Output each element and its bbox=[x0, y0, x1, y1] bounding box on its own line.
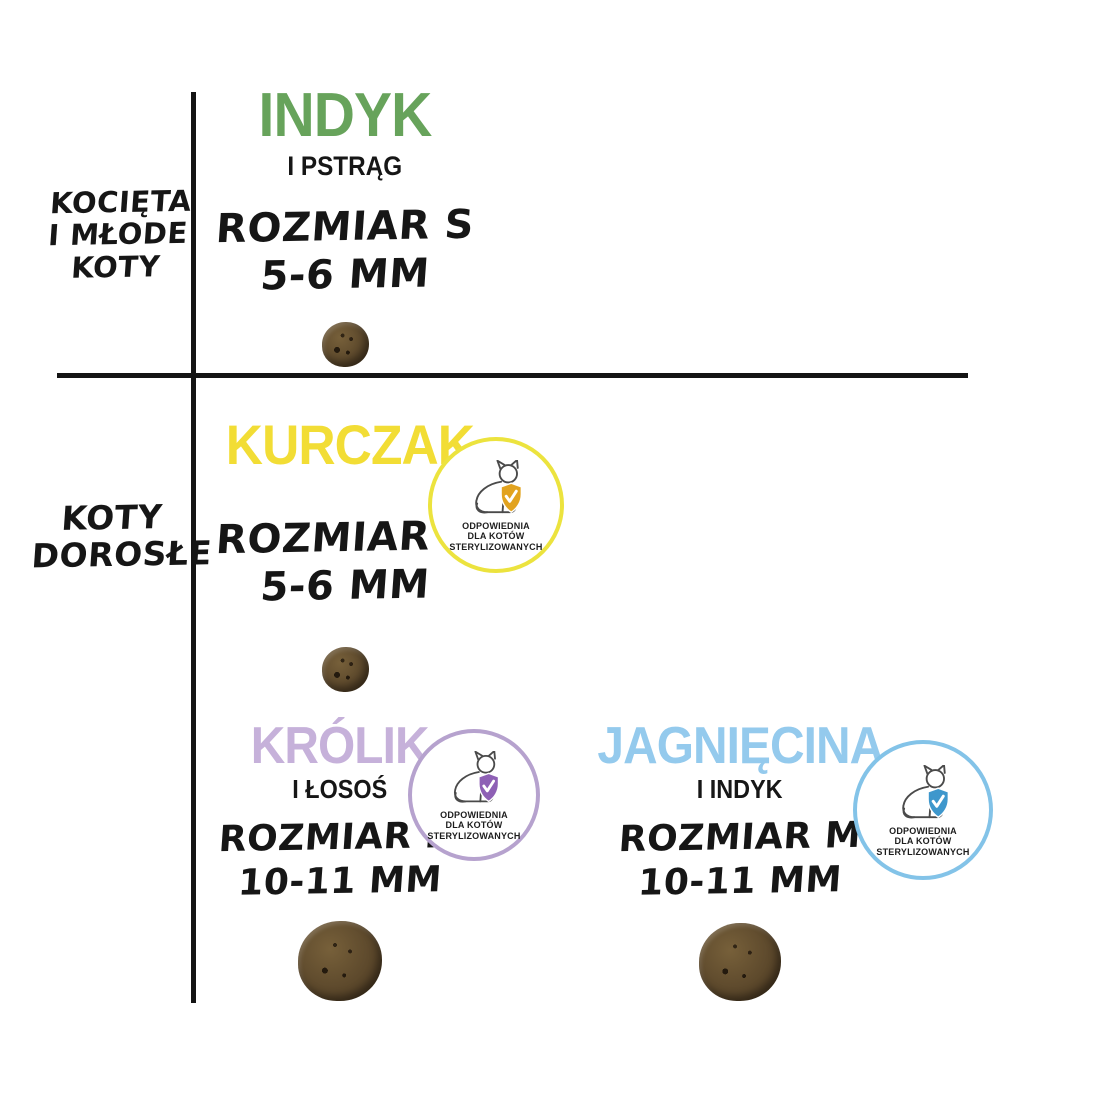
product-subtitle-turkey: I INDYK bbox=[697, 774, 783, 804]
horizontal-axis-line bbox=[57, 373, 968, 378]
kibble-size-mm: 10-11 MM bbox=[636, 859, 844, 904]
sterilized-cats-badge-blue: ODPOWIEDNIA DLA KOTÓW STERYLIZOWANYCH bbox=[853, 740, 993, 880]
row-label-adults-line2: DOROSŁE bbox=[30, 533, 214, 576]
kibble-size-mm: 10-11 MM bbox=[236, 859, 444, 904]
product-title-rabbit: KRÓLIK bbox=[251, 717, 430, 775]
row-label-adults-line1: KOTY bbox=[60, 497, 164, 538]
badge-caption: ODPOWIEDNIA DLA KOTÓW STERYLIZOWANYCH bbox=[876, 826, 969, 858]
sterilized-cats-badge-purple: ODPOWIEDNIA DLA KOTÓW STERYLIZOWANYCH bbox=[408, 729, 540, 861]
kibble-image-small bbox=[321, 647, 369, 692]
kibble-size-mm: 5-6 MM bbox=[258, 250, 432, 300]
badge-caption-line2: DLA KOTÓW bbox=[467, 531, 525, 542]
product-title-chicken: KURCZAK bbox=[225, 413, 475, 476]
badge-caption: ODPOWIEDNIA DLA KOTÓW STERYLIZOWANYCH bbox=[449, 521, 542, 553]
badge-caption: ODPOWIEDNIA DLA KOTÓW STERYLIZOWANYCH bbox=[427, 810, 520, 842]
badge-caption-line3: STERYLIZOWANYCH bbox=[427, 830, 521, 841]
badge-caption-line1: ODPOWIEDNIA bbox=[462, 520, 530, 531]
product-title-turkey: INDYK bbox=[258, 81, 433, 150]
kibble-size-label: ROZMIAR M bbox=[617, 814, 863, 861]
badge-caption-line2: DLA KOTÓW bbox=[894, 836, 952, 847]
product-subtitle-salmon: I ŁOSOŚ bbox=[292, 774, 388, 804]
cat-with-shield-icon bbox=[902, 764, 950, 818]
kibble-image-medium bbox=[298, 920, 382, 1001]
badge-caption-line2: DLA KOTÓW bbox=[445, 820, 503, 831]
kibble-image-small bbox=[321, 322, 369, 367]
kibble-size-mm: 5-6 MM bbox=[258, 561, 432, 611]
product-subtitle-trout: I PSTRĄG bbox=[287, 151, 403, 181]
row-label-kittens-line3: KOTY bbox=[70, 249, 162, 285]
product-title-lamb: JAGNIĘCINA bbox=[597, 717, 884, 775]
cat-with-shield-icon bbox=[453, 750, 500, 803]
badge-caption-line1: ODPOWIEDNIA bbox=[889, 825, 957, 836]
product-block-turkey-trout: INDYK I PSTRĄG ROZMIAR S 5-6 MM bbox=[214, 81, 476, 367]
kibble-size-label: ROZMIAR S bbox=[214, 201, 476, 253]
vertical-axis-line bbox=[191, 92, 196, 1003]
product-block-lamb-turkey: JAGNIĘCINA I INDYK ROZMIAR M 10-11 MM bbox=[585, 720, 895, 1001]
row-label-kittens: KOCIĘTA I MŁODE KOTY bbox=[44, 183, 193, 285]
product-block-chicken: KURCZAK ROZMIAR S 5-6 MM bbox=[214, 413, 476, 692]
badge-caption-line1: ODPOWIEDNIA bbox=[440, 809, 508, 820]
badge-caption-line3: STERYLIZOWANYCH bbox=[449, 541, 543, 552]
product-block-rabbit-salmon: KRÓLIK I ŁOSOŚ ROZMIAR M 10-11 MM bbox=[215, 720, 465, 1001]
cat-with-shield-icon bbox=[475, 459, 523, 513]
row-label-kittens-line2: I MŁODE bbox=[47, 216, 189, 253]
sterilized-cats-badge-yellow: ODPOWIEDNIA DLA KOTÓW STERYLIZOWANYCH bbox=[428, 437, 564, 573]
row-label-kittens-line1: KOCIĘTA bbox=[49, 183, 193, 221]
row-label-adult-cats: KOTY DOROSŁE bbox=[30, 497, 214, 576]
badge-caption-line3: STERYLIZOWANYCH bbox=[876, 846, 970, 857]
kibble-image-medium bbox=[699, 922, 781, 1001]
